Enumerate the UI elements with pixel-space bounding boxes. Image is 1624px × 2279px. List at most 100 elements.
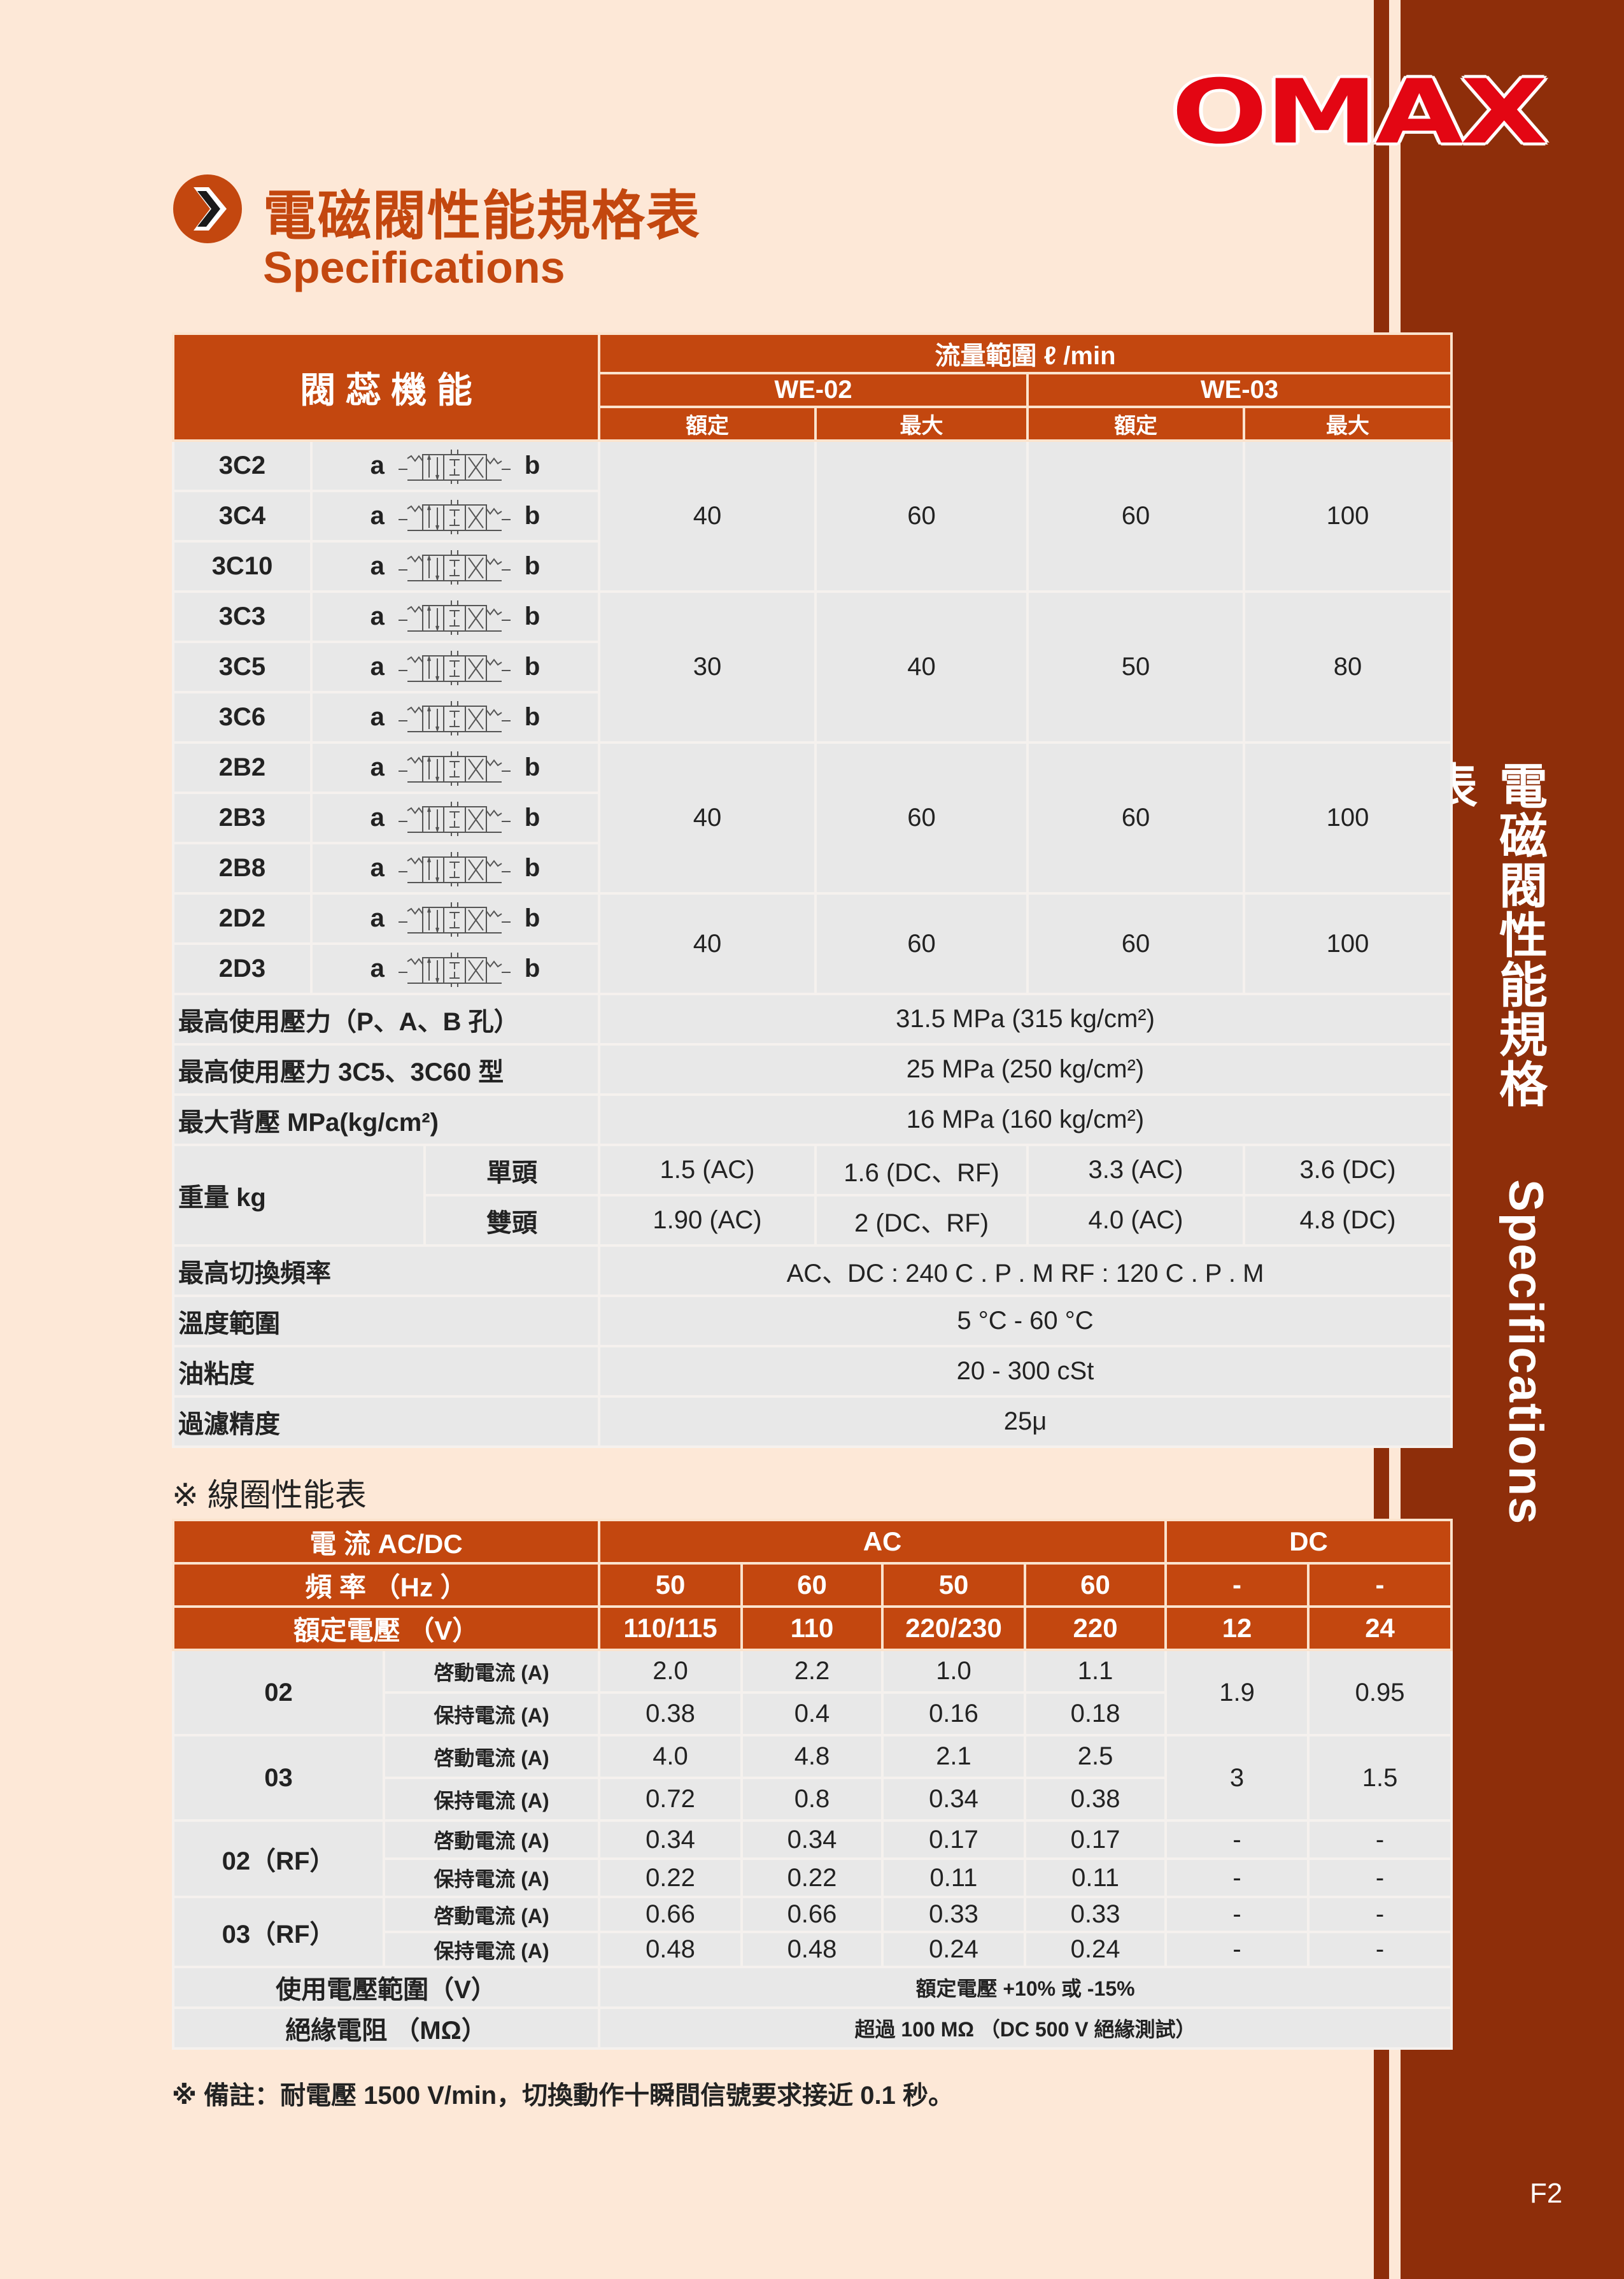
valve-row: 2B2 a b 40 60 60 100	[172, 741, 1453, 895]
rated-voltage-value: 220/230	[881, 1605, 1026, 1651]
ac-current-value: 0.33	[881, 1896, 1026, 1933]
flow-value: 100	[1242, 741, 1453, 895]
valve-code: 3C3	[172, 590, 313, 643]
coil-row: 03（RF） 啓動電流 (A) 0.66 0.66 0.33 0.33- -	[172, 1896, 1453, 1968]
coil-current-label: 啓動電流 (A)	[383, 1819, 600, 1860]
ac-current-value: 0.66	[740, 1896, 884, 1933]
weight-value: 1.6 (DC、RF)	[814, 1144, 1029, 1196]
dc-current-value: -	[1307, 1931, 1453, 1968]
coil-footer-row: 絕緣電阻 （MΩ） 超過 100 MΩ （DC 500 V 絕緣測試）	[172, 2006, 1453, 2050]
header-sub: 最大	[1242, 406, 1453, 442]
header-current-type: 電 流 AC/DC	[172, 1519, 600, 1565]
flow-value: 60	[1026, 439, 1245, 593]
valve-row: 2D3 a b	[172, 942, 1451, 995]
side-b-label: b	[524, 854, 540, 882]
valve-symbol-icon	[398, 700, 511, 735]
spec-row: 最高使用壓力 3C5、3C60 型 25 MPa (250 kg/cm²)	[172, 1043, 1453, 1096]
ac-current-value: 0.17	[1023, 1819, 1168, 1860]
weight-value: 1.90 (AC)	[598, 1194, 817, 1247]
ac-current-value: 0.22	[740, 1857, 884, 1898]
dc-current-value: -	[1307, 1857, 1453, 1898]
footnote: ※ 備註：耐電壓 1500 V/min，切換動作十瞬間信號要求接近 0.1 秒。	[172, 2082, 954, 2110]
weight-row: 雙頭 1.90 (AC) 2 (DC、RF) 4.0 (AC) 4.8 (DC)	[173, 1194, 1453, 1247]
coil-row: 03 啓動電流 (A) 4.0 4.8 2.1 2.5 3 1.5	[172, 1734, 1453, 1822]
frequency-value: 50	[598, 1562, 743, 1608]
valve-symbol-icon	[398, 650, 511, 685]
flow-value: 100	[1242, 892, 1453, 995]
ac-current-value: 0.33	[1023, 1896, 1168, 1933]
ac-current-value: 0.48	[598, 1931, 743, 1968]
valve-symbol-icon	[398, 952, 511, 987]
coil-model: 03（RF）	[172, 1896, 385, 1968]
flow-value: 40	[814, 590, 1029, 744]
frequency-value: -	[1164, 1562, 1310, 1608]
valve-row: 2B8 a b	[172, 842, 1451, 895]
coil-row: 保持電流 (A) 0.48 0.48 0.24 0.24- -	[173, 1931, 1453, 1968]
coil-current-label: 啓動電流 (A)	[383, 1896, 600, 1933]
flow-value: 30	[598, 590, 817, 744]
header-row: 額定電壓 （V） 110/115 110 220/230 220 12 24	[172, 1605, 1453, 1651]
dc-current-value: -	[1164, 1819, 1310, 1860]
flow-value: 100	[1242, 439, 1453, 593]
rated-voltage-value: 110	[740, 1605, 884, 1651]
rated-voltage-value: 24	[1307, 1605, 1453, 1651]
valve-row: 3C2 a b 40 60 60 100	[172, 439, 1453, 593]
specifications-table: 閥 蕊 機 能流量範圍 ℓ /min WE-02 WE-03 額定 最大 額定 最大 3C2 a…	[172, 332, 1453, 1448]
coil-row: 保持電流 (A) 0.38 0.4 0.16 0.18	[173, 1691, 1451, 1736]
dc-current-value: -	[1307, 1896, 1453, 1933]
flow-value: 60	[814, 892, 1029, 995]
dc-current-value: -	[1164, 1857, 1310, 1898]
valve-code: 2B2	[172, 741, 313, 794]
dc-current-value: 0.95	[1307, 1649, 1453, 1736]
flow-value: 60	[814, 439, 1029, 593]
spec-label: 最大背壓 MPa(kg/cm²)	[172, 1093, 600, 1146]
coil-model: 02（RF）	[172, 1819, 385, 1898]
coil-performance-table: 電 流 AC/DC AC DC 頻 率 （Hz ） 50 60 50 60- - 額定電壓 （V）…	[172, 1519, 1453, 2050]
coil-model: 03	[172, 1734, 385, 1822]
weight-value: 3.3 (AC)	[1026, 1144, 1245, 1196]
dc-current-value: -	[1164, 1896, 1310, 1933]
side-b-label: b	[524, 804, 540, 832]
ac-current-value: 2.0	[598, 1649, 743, 1694]
ac-current-value: 4.0	[598, 1734, 743, 1779]
spec-value: 25μ	[597, 1395, 1453, 1448]
ac-current-value: 1.0	[881, 1649, 1026, 1694]
coil-current-label: 啓動電流 (A)	[383, 1734, 600, 1779]
rated-voltage-value: 220	[1023, 1605, 1168, 1651]
frequency-value: -	[1307, 1562, 1453, 1608]
coil-current-label: 保持電流 (A)	[383, 1857, 600, 1898]
valve-code: 2D3	[172, 942, 313, 995]
spec-label: 溫度範圍	[172, 1295, 600, 1347]
ac-current-value: 0.34	[740, 1819, 884, 1860]
valve-code: 3C4	[172, 490, 313, 543]
spec-row: 最高切換頻率 AC、DC : 240 C . P . M RF : 120 C .…	[172, 1244, 1453, 1297]
ac-current-value: 0.38	[598, 1691, 743, 1736]
side-title-en: Specifications	[1499, 1179, 1553, 1525]
spec-row: 最大背壓 MPa(kg/cm²) 16 MPa (160 kg/cm²)	[172, 1093, 1453, 1146]
valve-code: 2B3	[172, 792, 313, 844]
side-a-label: a	[370, 904, 385, 932]
header-row: 頻 率 （Hz ） 50 60 50 60- -	[172, 1562, 1453, 1608]
flow-value: 40	[598, 741, 817, 895]
side-a-label: a	[370, 703, 385, 731]
rated-voltage-value: 12	[1164, 1605, 1310, 1651]
header-sub: 最大	[814, 406, 1029, 442]
spec-label: 最高使用壓力 3C5、3C60 型	[172, 1043, 600, 1096]
side-a-label: a	[370, 804, 385, 832]
valve-row: 3C3 a b 30 40 50 80	[172, 590, 1453, 744]
coil-section-title: ※ 線圈性能表	[172, 1477, 367, 1513]
header-frequency: 頻 率 （Hz ）	[172, 1562, 600, 1608]
side-a-label: a	[370, 653, 385, 681]
weight-value: 4.8 (DC)	[1242, 1194, 1453, 1247]
weight-row: 重量 kg 單頭 1.5 (AC) 1.6 (DC、RF) 3.3 (AC) 3.6 (D…	[172, 1144, 1453, 1247]
header-sub: 額定	[598, 406, 817, 442]
